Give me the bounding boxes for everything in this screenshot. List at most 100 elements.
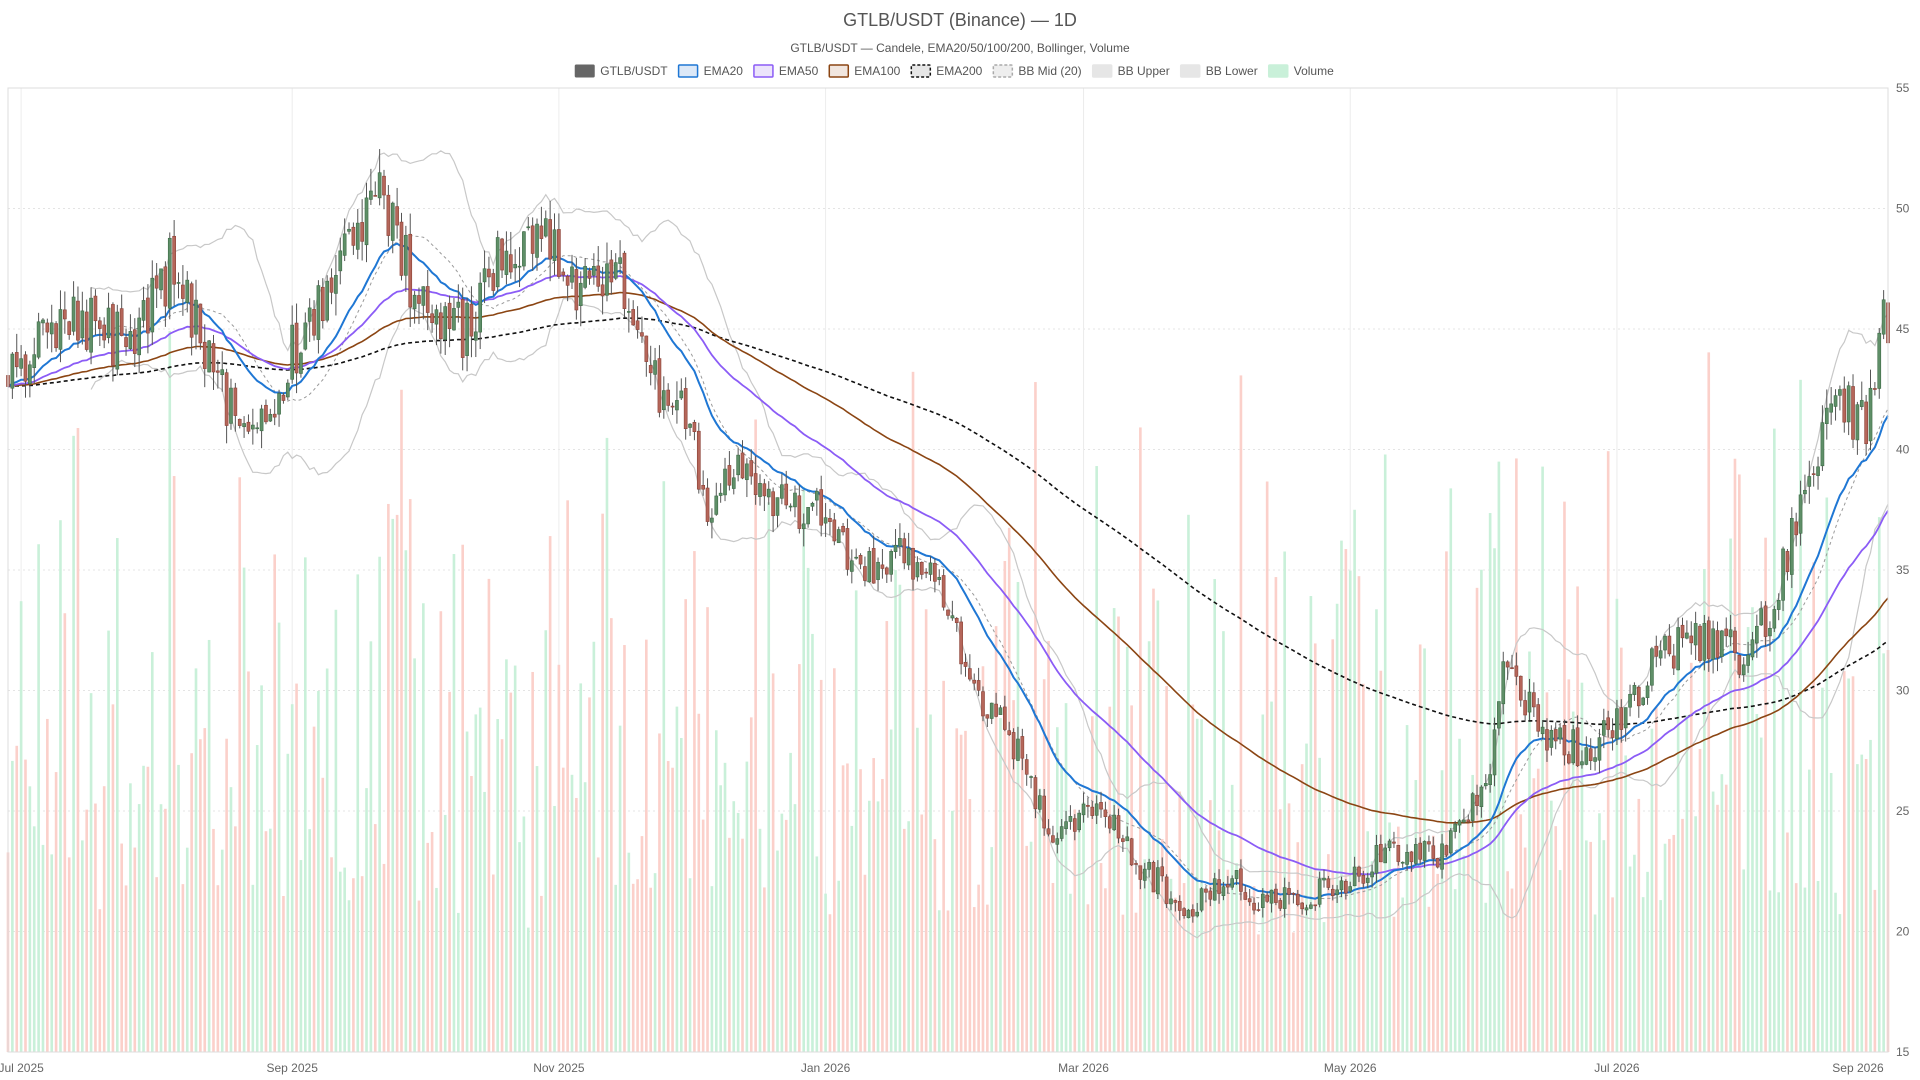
y-tick-label: 55 — [1896, 81, 1910, 95]
candle — [981, 686, 985, 722]
legend-swatch — [677, 64, 699, 78]
volume-bar — [942, 680, 945, 1052]
candle-body — [1300, 902, 1304, 910]
candle — [84, 299, 89, 352]
candle — [714, 482, 719, 516]
candle-body — [605, 263, 609, 296]
candle-body — [386, 194, 391, 236]
candle-body — [382, 175, 386, 196]
volume-bar — [1694, 816, 1697, 1052]
candle-body — [1606, 717, 1611, 730]
candle — [596, 246, 601, 292]
candle — [1199, 887, 1204, 913]
volume-bar — [841, 765, 845, 1052]
candle-body — [115, 311, 120, 370]
candle-body — [679, 390, 684, 399]
candle — [1129, 837, 1134, 867]
volume-bar — [1278, 809, 1282, 1052]
volume-bar — [164, 808, 167, 1052]
volume-bar — [212, 828, 215, 1052]
candle — [1671, 643, 1676, 675]
candle — [1309, 902, 1313, 910]
volume-bar — [1742, 869, 1746, 1052]
legend-swatch — [1267, 64, 1289, 78]
candle-body — [404, 234, 408, 276]
candle-body — [758, 483, 762, 497]
candle-body — [898, 538, 902, 547]
candle-body — [1746, 654, 1750, 666]
candle-body — [1781, 548, 1785, 601]
legend-label: BB Lower — [1206, 64, 1258, 78]
candle — [989, 702, 994, 725]
volume-bar — [1204, 900, 1208, 1052]
volume-bar — [1554, 826, 1558, 1052]
volume-bar — [1296, 842, 1300, 1052]
candle-body — [1816, 466, 1820, 476]
candle-body — [233, 387, 238, 416]
candle-body — [1829, 403, 1833, 413]
volume-bar — [373, 824, 377, 1052]
candle-body — [1427, 841, 1431, 845]
volume-bar — [1545, 692, 1549, 1052]
volume-bar — [1523, 847, 1527, 1052]
volume-bar — [784, 819, 788, 1052]
candle-body — [76, 300, 80, 341]
candle — [1317, 871, 1322, 908]
candle-body — [307, 307, 312, 322]
volume-bar — [1239, 375, 1243, 1052]
candle — [1029, 775, 1033, 789]
legend-swatch — [828, 64, 850, 78]
candle — [1396, 844, 1401, 866]
candle-body — [1370, 871, 1374, 878]
volume-bar — [32, 826, 36, 1052]
candle-body — [395, 206, 399, 226]
candle-body — [587, 270, 592, 279]
volume-bar — [1550, 800, 1553, 1052]
candle — [1099, 791, 1103, 818]
candle — [793, 485, 797, 518]
candle — [434, 304, 439, 346]
candle — [382, 169, 386, 210]
candle-body — [1138, 865, 1143, 880]
candle — [1545, 718, 1549, 762]
candle-body — [919, 561, 924, 575]
candle — [1405, 844, 1409, 871]
volume-bar — [653, 873, 657, 1052]
candle — [1737, 654, 1742, 679]
volume-bar — [1139, 427, 1142, 1052]
chart-legend: GTLB/USDT EMA20 EMA50 EMA100 EMA200 BB Mid (2… — [574, 64, 1334, 78]
candle — [1510, 654, 1514, 670]
candle-body — [775, 497, 780, 516]
candle — [1134, 860, 1138, 875]
candle-body — [788, 505, 793, 508]
candle-body — [819, 489, 824, 526]
candle-body — [1112, 814, 1116, 831]
candle-body — [1518, 675, 1523, 701]
ema-lines — [7, 242, 1889, 900]
volume-bar — [1147, 641, 1151, 1052]
candle-body — [189, 283, 194, 338]
volume-bar — [846, 763, 849, 1052]
volume-bar — [63, 613, 67, 1052]
volume-bar — [1405, 725, 1409, 1052]
volume-bar — [1462, 855, 1466, 1052]
candle — [849, 549, 854, 584]
candle-body — [1003, 706, 1007, 730]
volume-bar — [1322, 922, 1326, 1052]
volume-bar — [1615, 598, 1619, 1052]
volume-bar — [168, 330, 172, 1052]
legend-swatch — [1179, 64, 1201, 78]
candle-body — [23, 354, 28, 382]
candle-body — [334, 275, 338, 294]
candle — [325, 275, 329, 323]
candle — [1877, 327, 1882, 399]
candle — [1448, 827, 1453, 855]
candle — [828, 508, 832, 536]
volume-bar — [618, 725, 622, 1052]
candle-body — [251, 424, 255, 430]
candle — [941, 569, 946, 611]
candle-body — [1575, 727, 1580, 767]
y-tick-label: 35 — [1896, 563, 1910, 577]
candle-body — [1706, 620, 1711, 659]
candle-body — [412, 294, 417, 310]
